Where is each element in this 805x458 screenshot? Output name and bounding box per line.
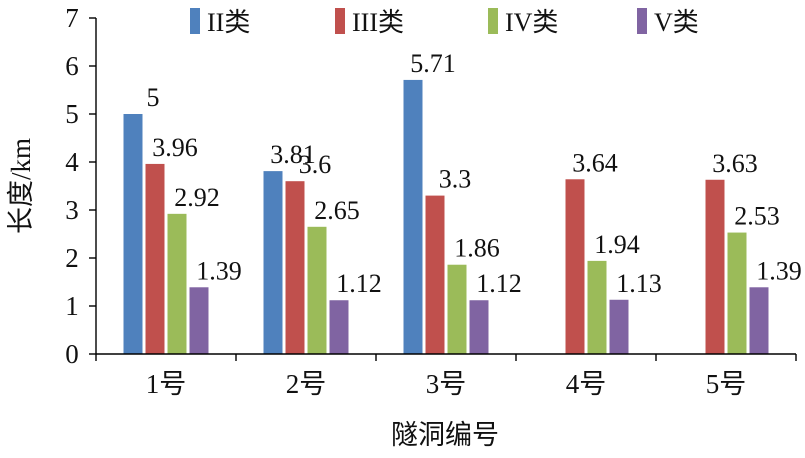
y-tick-label: 4 bbox=[65, 147, 79, 177]
bar bbox=[263, 171, 283, 354]
data-label: 2.92 bbox=[174, 183, 220, 212]
plot-area bbox=[123, 79, 769, 355]
legend-label: II类 bbox=[207, 8, 250, 37]
y-tick-label: 7 bbox=[65, 3, 79, 33]
x-tick-label: 2号 bbox=[286, 369, 327, 399]
data-label: 1.12 bbox=[476, 269, 522, 298]
legend-swatch bbox=[488, 8, 498, 34]
data-label: 3.81 bbox=[270, 140, 316, 169]
bar bbox=[145, 163, 165, 354]
y-tick-label: 6 bbox=[65, 51, 79, 81]
bar bbox=[307, 226, 327, 354]
bar bbox=[609, 299, 629, 354]
bar bbox=[565, 179, 585, 354]
x-tick-label: 5号 bbox=[706, 369, 747, 399]
y-tick-label: 0 bbox=[65, 339, 79, 369]
data-label: 1.12 bbox=[336, 269, 382, 298]
x-tick-label: 3号 bbox=[426, 369, 467, 399]
y-tick-label: 1 bbox=[65, 291, 79, 321]
data-label: 3.96 bbox=[152, 133, 198, 162]
data-label: 2.65 bbox=[314, 196, 360, 225]
bar bbox=[587, 260, 607, 354]
legend-swatch bbox=[637, 8, 647, 34]
bar bbox=[403, 79, 423, 355]
data-label: 1.13 bbox=[616, 269, 662, 298]
legend: II类 III类 IV类 V类 bbox=[190, 8, 699, 37]
bar bbox=[189, 287, 209, 354]
y-axis-title: 长度/km bbox=[6, 138, 36, 234]
legend-label: III类 bbox=[352, 8, 404, 37]
bar bbox=[727, 232, 747, 354]
x-axis-title: 隧洞编号 bbox=[391, 420, 499, 450]
bar bbox=[123, 114, 143, 354]
x-tick-label: 1号 bbox=[146, 369, 187, 399]
data-label: 5.71 bbox=[410, 49, 456, 78]
data-label: 3.3 bbox=[439, 165, 472, 194]
bar bbox=[469, 300, 489, 354]
bar bbox=[425, 195, 445, 354]
data-label: 2.53 bbox=[734, 202, 780, 231]
y-tick-label: 3 bbox=[65, 195, 79, 225]
data-label: 1.39 bbox=[196, 256, 242, 285]
bar bbox=[705, 179, 725, 354]
bar bbox=[285, 181, 305, 354]
y-axis-ticks: 0 1 2 3 4 5 6 7 bbox=[65, 3, 96, 369]
data-label: 1.94 bbox=[594, 230, 640, 259]
data-label: 3.63 bbox=[712, 149, 758, 178]
data-label: 1.86 bbox=[454, 234, 500, 263]
x-axis-ticks: 1号 2号 3号 4号 5号 bbox=[95, 354, 797, 399]
data-label: 1.39 bbox=[756, 256, 802, 285]
data-labels: 5 3.96 2.92 1.39 3.813.6 2.65 1.12 5.71 3.3 1.86 1… bbox=[147, 49, 802, 298]
legend-label: V类 bbox=[654, 8, 699, 37]
bar bbox=[749, 287, 769, 354]
legend-swatch bbox=[190, 8, 200, 34]
y-tick-label: 5 bbox=[65, 99, 79, 129]
bar bbox=[447, 264, 467, 354]
data-label: 3.64 bbox=[572, 148, 618, 177]
axes bbox=[95, 18, 796, 355]
data-label: 5 bbox=[147, 83, 160, 112]
y-tick-label: 2 bbox=[65, 243, 79, 273]
bar bbox=[329, 300, 349, 354]
data-label: 3.6 bbox=[299, 150, 332, 179]
legend-swatch bbox=[335, 8, 345, 34]
x-tick-label: 4号 bbox=[566, 369, 607, 399]
legend-label: IV类 bbox=[505, 8, 558, 37]
bar bbox=[167, 213, 187, 354]
